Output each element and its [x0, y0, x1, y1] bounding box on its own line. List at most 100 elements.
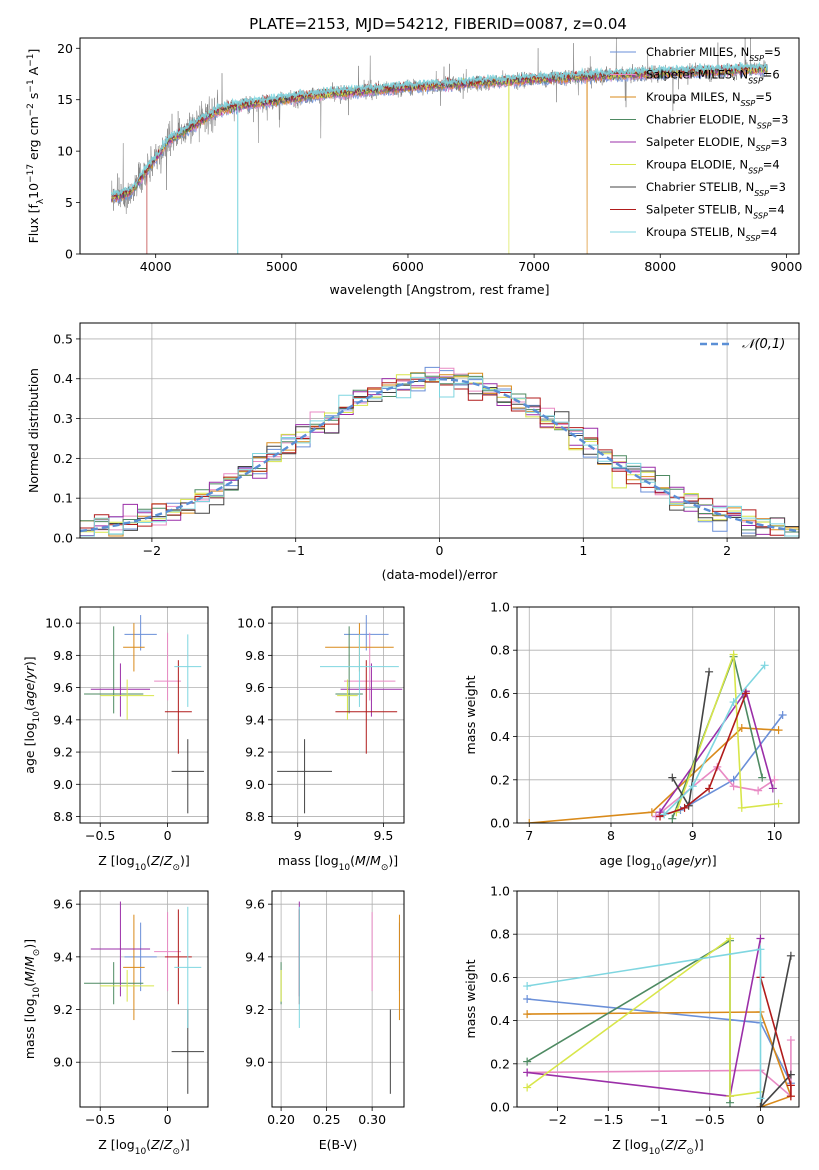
label-part: /	[160, 853, 165, 868]
x-tick-label: 8000	[644, 259, 676, 274]
mw-line	[529, 727, 779, 823]
legend-sub: SSP	[754, 189, 769, 198]
x-tick-label: −1	[650, 1112, 668, 1127]
label-part: (	[146, 853, 151, 868]
label-part: age	[22, 683, 37, 707]
label-part: (	[662, 853, 667, 868]
y-tick-label: 8.8	[53, 809, 73, 824]
label-part: Z [log	[98, 853, 134, 868]
mw-marker	[768, 784, 777, 793]
mw-marker	[741, 689, 750, 698]
plot-area	[277, 615, 403, 814]
legend-sub: SSP	[748, 76, 763, 85]
errbar-chabrier-stelib	[277, 739, 332, 814]
legend-nssp: =3	[772, 113, 789, 127]
label-part: age	[667, 853, 691, 868]
x-tick-label: −2	[143, 543, 161, 558]
x-axis-label: mass [log10(M/M⊙)]	[278, 853, 398, 873]
errbar-chabrier-elodie	[335, 626, 363, 714]
y-tick-label: 1.0	[490, 600, 510, 615]
x-axis-label: age [log10(age/yr)]	[599, 853, 716, 873]
plot-area	[84, 901, 204, 1094]
label-part: 10	[32, 711, 42, 723]
plot-area	[110, 38, 769, 254]
label-part: age [log	[22, 722, 37, 773]
mw-kroupa-elodie	[523, 934, 765, 1101]
mw-marker	[523, 1057, 532, 1066]
errbar-kroupa-miles	[123, 914, 145, 1021]
mw-marker	[737, 803, 746, 812]
label-part: )]	[694, 1137, 704, 1152]
legend-nssp: =4	[763, 158, 780, 172]
panel-mass-vs-ebv: 0.20 0.25 0.30 9.0 9.2 9.4 9.6 E(B-V)	[245, 890, 405, 1152]
errbar-kroupa-stelib	[174, 906, 202, 1028]
label-part: M	[355, 853, 366, 868]
errbar-chabrier-stelib	[171, 739, 204, 814]
mw-marker	[758, 773, 767, 782]
y-tick-label: 0.4	[490, 729, 510, 744]
y-tick-label: 9.0	[245, 1055, 265, 1070]
panel-mass-vs-Z: −0.5 09.09.29.49.6Z [log10(Z/Z⊙)]mass [lo…	[22, 890, 209, 1157]
label-part: )]	[22, 656, 37, 666]
mw-kroupa-elodie	[672, 650, 783, 817]
label-part: Z	[150, 853, 160, 868]
label-part: /	[366, 853, 371, 868]
label-part: Flux [f	[26, 204, 41, 244]
legend-sub: SSP	[756, 144, 771, 153]
legend-name: Salpeter ELODIE, N	[646, 135, 756, 149]
mw-marker	[726, 1092, 735, 1101]
y-tick-label: 0.1	[53, 491, 73, 506]
mw-salpeter-elodie	[523, 934, 765, 1101]
x-tick-label: −0.5	[85, 1112, 115, 1127]
mw-marker	[786, 951, 795, 960]
y-tick-label: 0.5	[53, 331, 73, 346]
label-part: ⊙	[32, 949, 42, 957]
y-tick-label: 9.6	[53, 680, 73, 695]
x-tick-label: 0	[164, 1112, 172, 1127]
label-part: λ	[36, 198, 46, 204]
legend-label: Kroupa ELODIE, NSSP=4	[646, 158, 780, 176]
x-tick-label: −2	[548, 1112, 566, 1127]
legend-nssp: =3	[769, 180, 786, 194]
label-part: (	[22, 706, 37, 711]
y-tick-label: 9.2	[245, 745, 265, 760]
legend-label: Chabrier ELODIE, NSSP=3	[646, 113, 788, 131]
legend-sub: SSP	[757, 121, 772, 130]
label-part: Z [log	[98, 1137, 134, 1152]
errbar-salpeter-elodie	[340, 663, 403, 717]
legend-name: Salpeter STELIB, N	[646, 203, 753, 217]
label-part: Z	[677, 1137, 687, 1152]
x-tick-label: 5000	[266, 259, 298, 274]
label-part: 10	[135, 1147, 147, 1157]
legend-name: Chabrier ELODIE, N	[646, 113, 757, 127]
plot-area	[84, 615, 204, 814]
y-axis-label: mass weight	[463, 959, 478, 1038]
axes-frame	[271, 606, 405, 824]
axes-frame	[79, 890, 209, 1108]
y-tick-label: 0.2	[490, 1056, 510, 1071]
mw-marker	[684, 801, 693, 810]
label-part: s	[26, 93, 41, 104]
y-tick-label: 10.0	[45, 616, 73, 631]
y-tick-label: 9.6	[245, 680, 265, 695]
label-part: Z	[150, 1137, 160, 1152]
mw-marker	[523, 982, 532, 991]
label-part: 10	[32, 987, 42, 999]
y-tick-label: 1.0	[490, 884, 510, 899]
mw-line	[663, 664, 766, 815]
label-part: /	[160, 1137, 165, 1152]
mw-marker	[770, 775, 779, 784]
panel-age-vs-Z: −0.5 08.89.09.29.49.69.810.0Z [log10(Z/Z⊙…	[22, 606, 209, 873]
errbar-salpeter-elodie	[90, 901, 151, 997]
y-axis-label: mass weight	[463, 675, 478, 754]
mw-line	[759, 955, 792, 1107]
mw-marker	[523, 1010, 532, 1019]
x-axis-label: (data-model)/error	[382, 567, 499, 582]
errbar-chabrier-miles	[124, 922, 157, 992]
mw-chabrier-stelib	[668, 667, 714, 810]
y-tick-label: 9.4	[53, 712, 73, 727]
errbar-kroupa-stelib	[320, 634, 399, 707]
label-part: Z	[664, 1137, 674, 1152]
mw-kroupa-miles	[525, 723, 783, 823]
